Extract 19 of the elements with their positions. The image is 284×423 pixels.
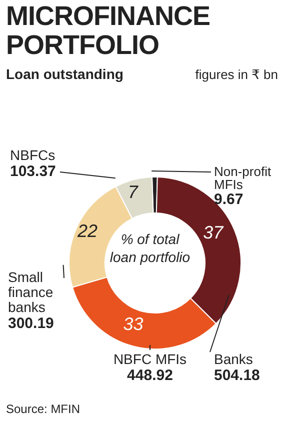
chart-title: MICROFINANCE PORTFOLIO (6, 1, 211, 60)
slice-label: NBFCs (10, 147, 56, 163)
source-note: Source: MFIN (6, 402, 80, 416)
text: % of total loan portfolio (108, 230, 192, 266)
text: 300.19 (8, 315, 54, 332)
text: 448.92 (127, 367, 173, 384)
chart-subtitle: Loan outstanding (6, 66, 124, 82)
slice-label: Non-profit MFIs (214, 164, 272, 192)
data-label: 22 (76, 221, 98, 242)
slice-label: Banks (214, 351, 253, 367)
data-label: 33 (123, 314, 144, 334)
text: 103.37 (10, 163, 56, 180)
text: 9.67 (214, 191, 244, 208)
data-label: 7 (128, 182, 139, 202)
slice-label: Small finance banks (8, 269, 54, 315)
data-label: 37 (203, 222, 224, 243)
text: 504.18 (214, 367, 260, 384)
text: figures in ₹ bn (195, 67, 278, 83)
slice-label: NBFC MFIs (113, 351, 187, 367)
